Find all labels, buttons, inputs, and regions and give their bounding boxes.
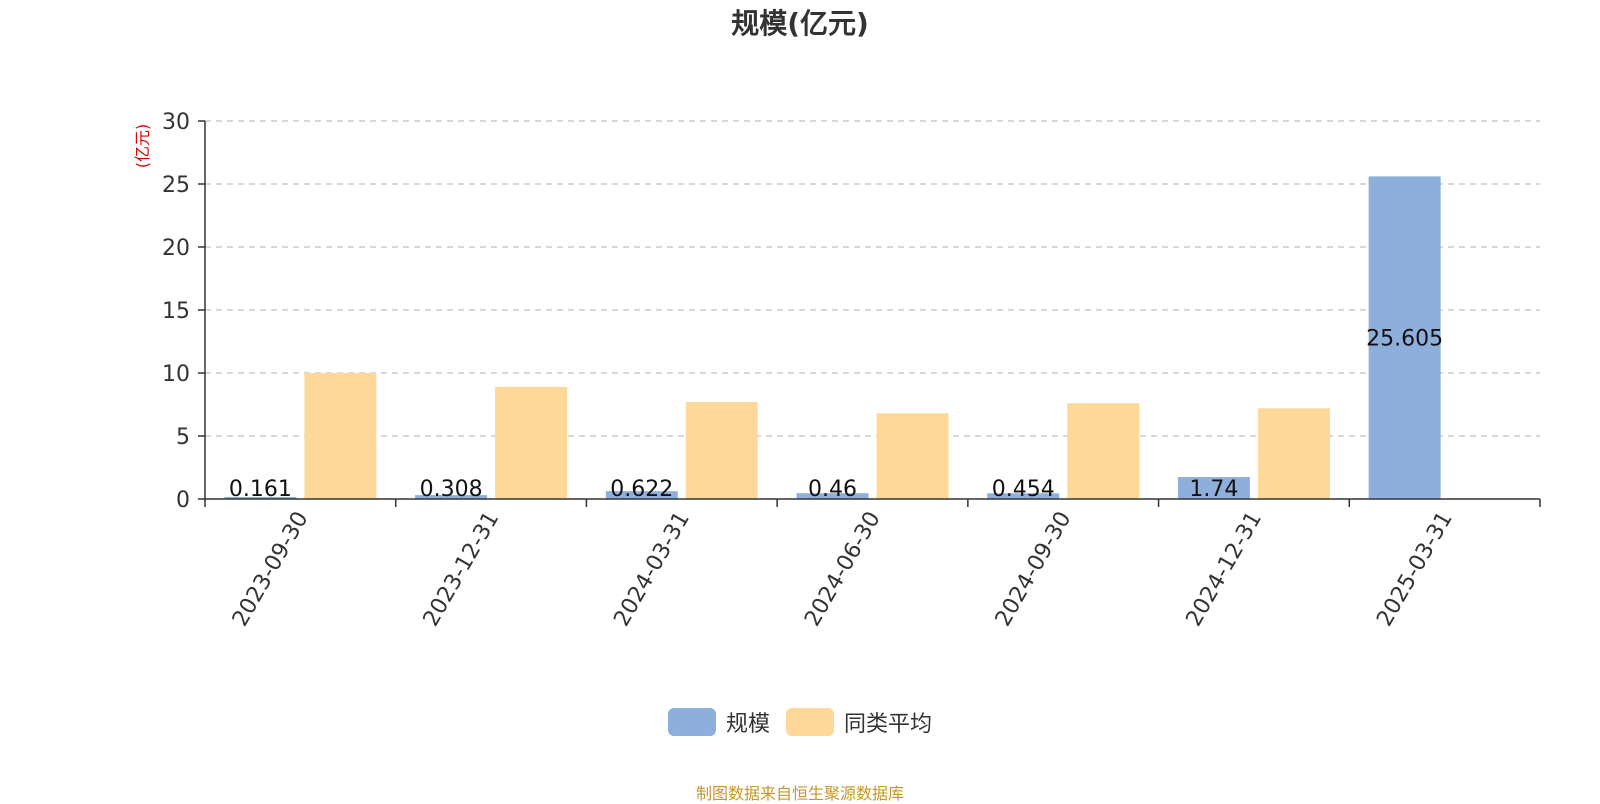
x-tick-label: 2023-09-30 bbox=[228, 508, 314, 631]
data-label-scale: 1.74 bbox=[1189, 477, 1238, 502]
data-label-scale: 0.161 bbox=[229, 477, 292, 502]
x-tick-label: 2024-03-31 bbox=[609, 508, 695, 631]
grid-lines bbox=[205, 120, 1540, 437]
y-tick-label: 25 bbox=[162, 173, 190, 198]
x-tick-label: 2024-12-31 bbox=[1182, 508, 1268, 631]
y-axis-label: (亿元) bbox=[133, 124, 152, 169]
legend-swatch-peer-average bbox=[786, 708, 834, 736]
y-tick-label: 5 bbox=[176, 425, 190, 450]
x-tick-label: 2024-09-30 bbox=[991, 508, 1077, 631]
x-tick-label: 2024-06-30 bbox=[800, 508, 886, 631]
bar-peer-average bbox=[304, 373, 377, 499]
bar-scale bbox=[796, 493, 869, 499]
legend-swatch-scale bbox=[667, 708, 716, 736]
bars bbox=[224, 176, 1441, 499]
bar-scale bbox=[605, 491, 678, 499]
data-label-scale: 0.308 bbox=[420, 477, 483, 502]
x-tick-label: 2025-03-31 bbox=[1372, 508, 1458, 631]
axes: 0 5 10 15 20 25 30 2023-09-30 2023-12-31 2024-03-… bbox=[162, 110, 1541, 631]
legend: 规模 同类平均 bbox=[0, 706, 1600, 738]
y-tick-label: 15 bbox=[162, 299, 190, 324]
y-tick-label: 30 bbox=[162, 110, 190, 135]
chart-title: 规模(亿元) bbox=[731, 7, 869, 40]
bar-peer-average bbox=[1257, 408, 1330, 499]
data-label-scale: 0.46 bbox=[808, 477, 857, 502]
legend-label-scale: 规模 bbox=[725, 712, 770, 737]
y-tick-label: 10 bbox=[162, 362, 190, 387]
bar-scale bbox=[224, 496, 297, 499]
source-note: 制图数据来自恒生聚源数据库 bbox=[695, 784, 904, 803]
y-tick-label: 20 bbox=[162, 236, 190, 261]
data-label-scale: 0.622 bbox=[610, 477, 673, 502]
legend-item-peer-average[interactable]: 同类平均 bbox=[786, 706, 932, 738]
data-labels: 0.161 0.308 0.622 0.46 0.454 1.74 25.605 bbox=[229, 327, 1443, 502]
bar-scale bbox=[987, 493, 1060, 499]
data-label-scale: 25.605 bbox=[1366, 327, 1443, 352]
bar-peer-average bbox=[685, 401, 758, 499]
data-label-scale: 0.454 bbox=[992, 477, 1055, 502]
bar-scale bbox=[415, 495, 488, 499]
y-tick-label: 0 bbox=[176, 488, 190, 513]
x-tick-label: 2023-12-31 bbox=[419, 508, 505, 631]
bar-peer-average bbox=[495, 386, 568, 499]
bar-peer-average bbox=[876, 413, 949, 499]
bar-scale bbox=[1368, 176, 1441, 499]
bar-scale bbox=[1177, 477, 1250, 499]
legend-label-peer-average: 同类平均 bbox=[844, 712, 933, 737]
bar-peer-average bbox=[1067, 403, 1140, 499]
legend-item-scale[interactable]: 规模 bbox=[667, 706, 770, 738]
